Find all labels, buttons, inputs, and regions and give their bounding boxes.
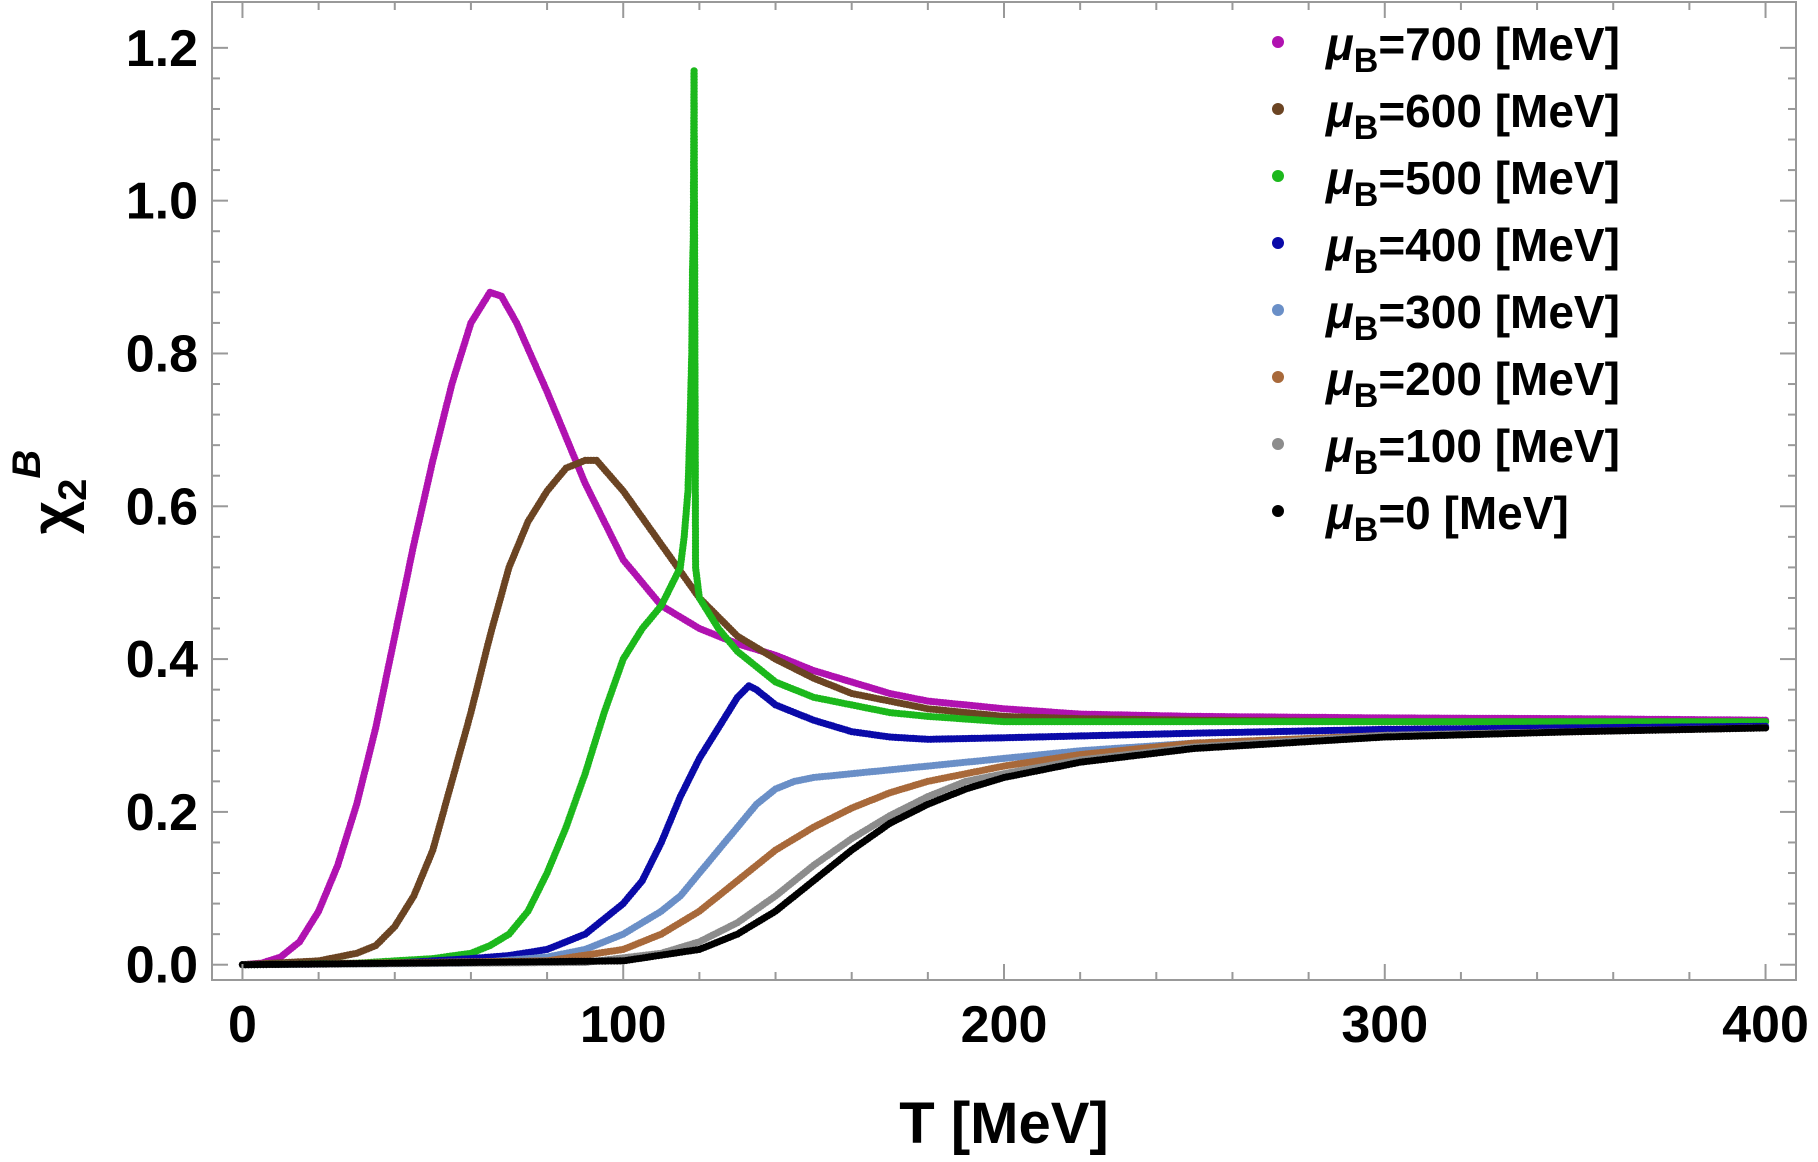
series-layer [238, 67, 1770, 969]
series-2 [238, 67, 1770, 969]
series-4 [238, 724, 1770, 969]
